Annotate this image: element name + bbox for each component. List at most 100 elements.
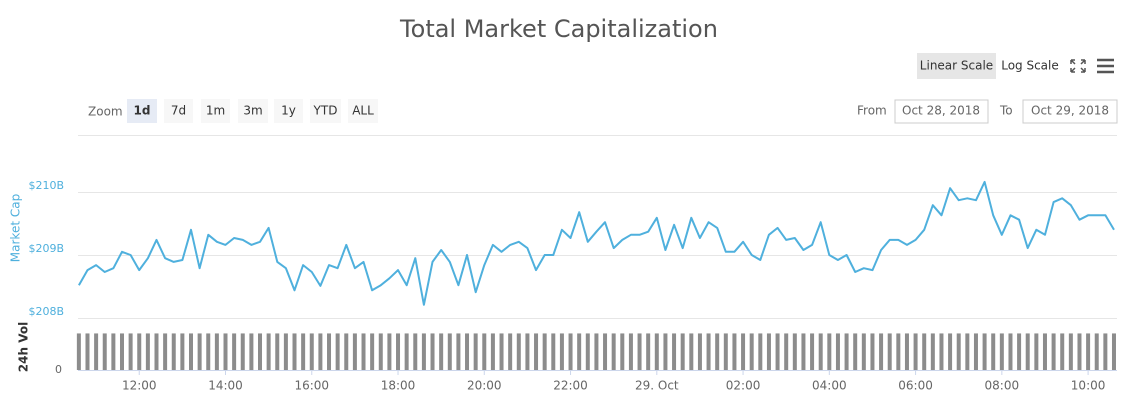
- volume-bar: [646, 333, 651, 370]
- to-label: To: [999, 104, 1013, 118]
- volume-bar: [810, 333, 815, 370]
- volume-bar: [741, 333, 746, 370]
- volume-bar: [413, 333, 418, 370]
- volume-bar: [508, 333, 513, 370]
- y-tick-label: $210B: [28, 179, 64, 192]
- volume-bar: [835, 333, 840, 370]
- zoom-button-bg[interactable]: [274, 99, 303, 123]
- zoom-button[interactable]: YTD: [313, 104, 338, 118]
- to-input[interactable]: [1022, 99, 1118, 124]
- scale-button-bg[interactable]: [917, 53, 996, 79]
- volume-bar: [861, 333, 866, 370]
- volume-bar: [594, 333, 599, 370]
- volume-bar: [939, 333, 944, 370]
- menu-button[interactable]: [1097, 58, 1114, 74]
- volume-bar: [266, 333, 271, 370]
- zoom-button[interactable]: 1d: [134, 104, 151, 118]
- volume-bar: [327, 333, 332, 370]
- to-date[interactable]: Oct 29, 2018: [1031, 104, 1109, 118]
- x-tick-label: 14:00: [208, 379, 243, 393]
- volume-bar: [758, 333, 763, 370]
- volume-bar: [318, 333, 323, 370]
- volume-bar: [611, 333, 616, 370]
- volume-bar: [171, 333, 176, 370]
- volume-bar: [240, 333, 245, 370]
- zoom-button[interactable]: 3m: [243, 104, 262, 118]
- x-tick-label: 16:00: [294, 379, 329, 393]
- y-tick-label: $209B: [28, 242, 64, 255]
- volume-bar: [715, 333, 720, 370]
- volume-bar: [697, 333, 702, 370]
- volume-bar: [577, 333, 582, 370]
- volume-bar: [1008, 333, 1013, 370]
- volume-bar: [387, 333, 392, 370]
- fullscreen-button[interactable]: [1070, 59, 1086, 73]
- volume-bar: [568, 333, 573, 370]
- x-tick-label: 02:00: [726, 379, 761, 393]
- volume-bar: [499, 333, 504, 370]
- volume-bar: [370, 333, 375, 370]
- volume-bar: [180, 333, 185, 370]
- volume-bar: [137, 333, 142, 370]
- x-tick-label: 29. Oct: [635, 379, 679, 393]
- y-tick-label: $208B: [28, 305, 64, 318]
- zoom-button-bg[interactable]: [310, 99, 341, 123]
- volume-bar: [749, 333, 754, 370]
- volume-bar: [249, 333, 254, 370]
- volume-bar: [663, 333, 668, 370]
- zoom-button-bg[interactable]: [348, 99, 378, 123]
- x-tick-label: 18:00: [381, 379, 416, 393]
- from-input[interactable]: [894, 99, 989, 124]
- volume-tick-label: 0: [55, 363, 62, 376]
- volume-bar: [1077, 333, 1082, 370]
- volume-bar: [982, 333, 987, 370]
- volume-bar: [723, 333, 728, 370]
- volume-bar: [111, 333, 116, 370]
- volume-bar: [456, 333, 461, 370]
- volume-bar: [490, 333, 495, 370]
- volume-bar: [887, 333, 892, 370]
- volume-bar: [680, 333, 685, 370]
- volume-bar: [197, 333, 202, 370]
- volume-bar: [766, 333, 771, 370]
- volume-bar: [991, 333, 996, 370]
- volume-bar: [534, 333, 539, 370]
- scale-button[interactable]: Linear Scale: [920, 59, 993, 73]
- zoom-button-bg[interactable]: [164, 99, 193, 123]
- volume-bar: [801, 333, 806, 370]
- x-tick-label: 10:00: [1071, 379, 1106, 393]
- volume-bar: [1051, 333, 1056, 370]
- volume-bar: [1086, 333, 1091, 370]
- volume-bar: [922, 333, 927, 370]
- volume-bar: [654, 333, 659, 370]
- volume-bar: [214, 333, 219, 370]
- volume-bar: [965, 333, 970, 370]
- zoom-button[interactable]: 1y: [281, 104, 296, 118]
- x-tick-label: 04:00: [812, 379, 847, 393]
- volume-bar: [94, 333, 99, 370]
- volume-bar: [145, 333, 150, 370]
- zoom-button[interactable]: 1m: [206, 104, 225, 118]
- volume-bar: [189, 333, 194, 370]
- volume-bar: [956, 333, 961, 370]
- zoom-button-bg[interactable]: [127, 99, 157, 123]
- volume-bar: [258, 333, 263, 370]
- scale-button[interactable]: Log Scale: [1001, 59, 1059, 73]
- fullscreen-icon[interactable]: [1070, 59, 1086, 73]
- from-date[interactable]: Oct 28, 2018: [902, 104, 980, 118]
- volume-bar: [706, 333, 711, 370]
- volume-bar: [1042, 333, 1047, 370]
- volume-axis-title: 24h Vol: [17, 322, 31, 372]
- volume-bar: [352, 333, 357, 370]
- volume-bar: [361, 333, 366, 370]
- volume-bar: [853, 333, 858, 370]
- volume-bar: [628, 333, 633, 370]
- volume-bar: [1034, 333, 1039, 370]
- zoom-button-bg[interactable]: [238, 99, 268, 123]
- zoom-button[interactable]: ALL: [352, 104, 374, 118]
- zoom-button-bg[interactable]: [201, 99, 230, 123]
- volume-bar: [232, 333, 237, 370]
- zoom-button[interactable]: 7d: [171, 104, 186, 118]
- volume-bar: [206, 333, 211, 370]
